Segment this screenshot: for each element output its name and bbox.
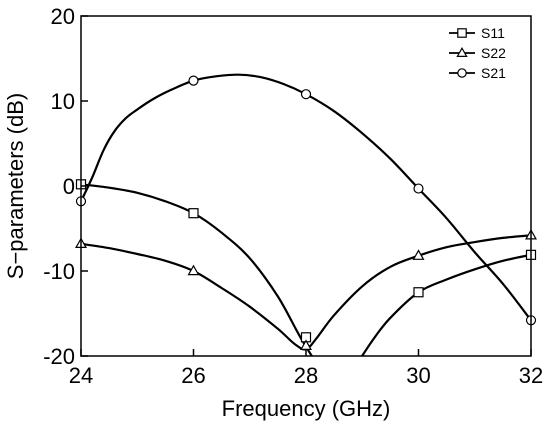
x-tick-label: 24	[69, 363, 93, 388]
x-axis-label: Frequency (GHz)	[222, 396, 391, 421]
legend-marker-s22	[456, 46, 468, 57]
x-tick-label: 28	[294, 363, 318, 388]
x-tick-label: 30	[406, 363, 430, 388]
s21-marker	[188, 75, 199, 86]
legend-label-s21: S21	[481, 65, 506, 81]
curves-layer	[81, 73, 531, 356]
markers-layer	[75, 75, 537, 350]
s11-marker	[413, 287, 424, 298]
x-tick-label: 32	[519, 363, 543, 388]
plot-frame	[80, 15, 532, 357]
s21-curve	[81, 73, 531, 321]
s11-curve	[360, 253, 531, 356]
y-tick-label: -20	[43, 344, 75, 369]
x-tick-label: 26	[181, 363, 205, 388]
y-tick-label: 0	[63, 174, 75, 199]
s11-curve	[81, 183, 314, 356]
legend-label-s11: S11	[481, 25, 505, 41]
ticks-layer: 24 26 28 30 32 -20 -10 0 10 20	[43, 4, 543, 388]
s11-marker	[188, 208, 199, 219]
s21-marker	[300, 89, 312, 100]
y-axis-label: S−parameters (dB)	[3, 93, 28, 279]
s22-marker	[412, 249, 425, 260]
legend-label-s22: S22	[481, 45, 506, 61]
s22-marker	[187, 264, 200, 276]
y-tick-label: 10	[51, 89, 75, 114]
y-tick-label: 20	[51, 4, 75, 29]
legend: S11 S22 S21	[449, 25, 506, 81]
legend-marker-s21	[457, 68, 467, 78]
s21-marker	[413, 183, 424, 194]
y-tick-label: -10	[43, 259, 75, 284]
legend-marker-s11	[457, 28, 467, 38]
